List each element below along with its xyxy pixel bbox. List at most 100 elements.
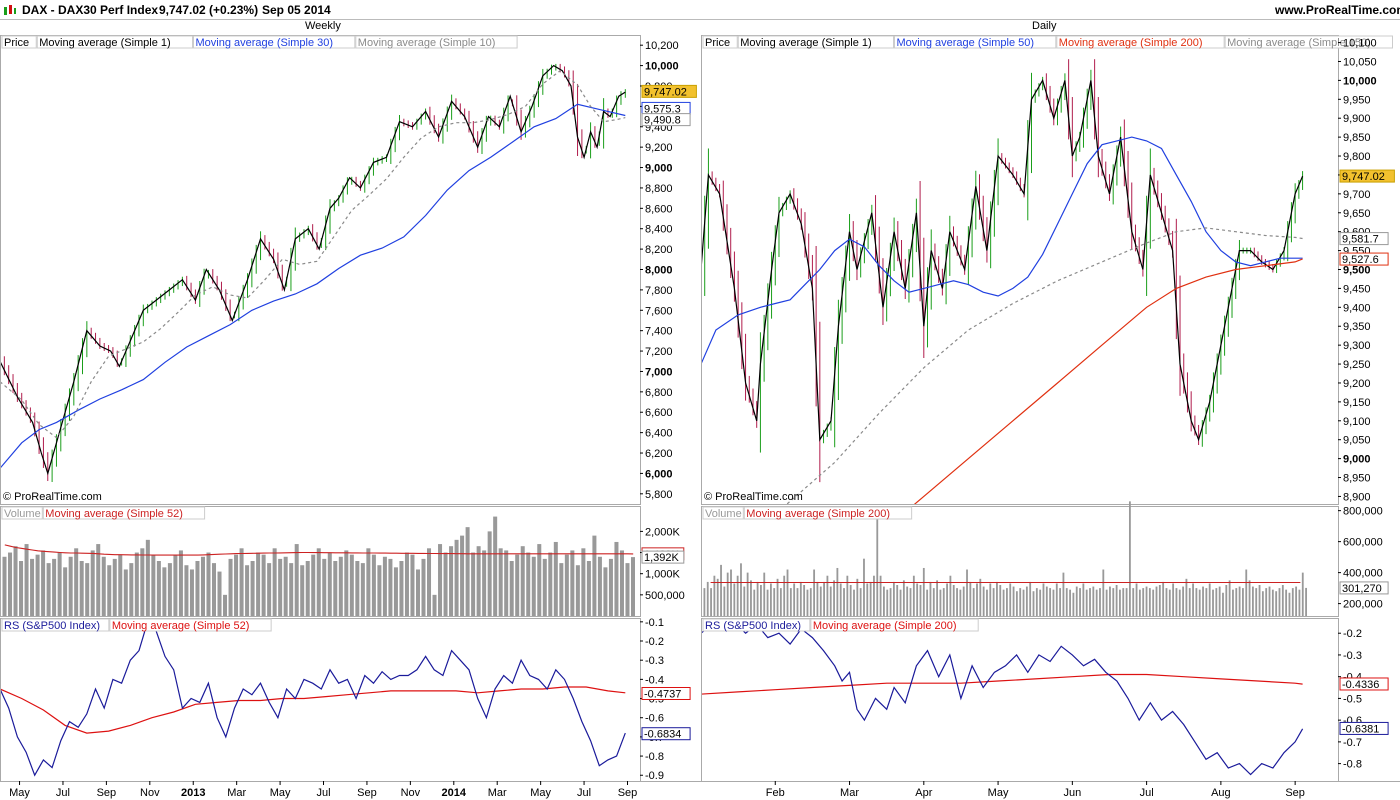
weekly-rs-ytick-label-3: -0.4 — [645, 674, 664, 686]
weekly-rs-ytick-label-5: -0.6 — [645, 713, 664, 725]
weekly-volume-bar-21 — [118, 554, 123, 616]
weekly-price-ytick-label-12: 7,800 — [645, 285, 673, 297]
daily-volume-bar-41 — [839, 583, 842, 616]
daily-volume-bar-16 — [756, 581, 759, 616]
daily-price-ytick-label-23: 8,950 — [1343, 473, 1371, 485]
daily-volume-bar-156 — [1222, 592, 1224, 616]
daily-volume-bar-168 — [1261, 591, 1264, 616]
weekly-price-legend-1: Moving average (Simple 1) — [39, 37, 170, 49]
daily-volume-bar-78 — [962, 586, 965, 616]
weekly-volume-bar-60 — [333, 561, 338, 616]
daily-volume-bar-112 — [1075, 586, 1078, 616]
weekly-volume-bar-36 — [200, 556, 205, 616]
daily-volume-bar-22 — [776, 578, 779, 616]
daily-volume-legend-box-1 — [743, 506, 913, 520]
weekly-volume-bar-5 — [30, 558, 35, 616]
daily-volume-bar-176 — [1288, 592, 1291, 616]
daily-price-ytick-label-18: 9,200 — [1343, 378, 1371, 390]
daily-volume-bar-95 — [1019, 588, 1022, 616]
daily-volume-bar-64 — [916, 583, 919, 616]
weekly-volume-bar-16 — [90, 550, 95, 616]
weekly-volume-bar-30 — [167, 563, 172, 616]
weekly-volume-bar-95 — [526, 552, 531, 616]
weekly-volume-bar-18 — [101, 556, 106, 616]
weekly-price-ytick-label-20: 6,200 — [645, 448, 673, 460]
daily-volume-bar-55 — [886, 589, 889, 616]
daily-rs-last-ma: -0.4336 — [1342, 679, 1379, 691]
daily-volume-bar-144 — [1182, 586, 1185, 616]
daily-price-legend-box-3 — [1056, 35, 1225, 49]
daily-volume-bar-148 — [1195, 588, 1198, 616]
weekly-rs-last-box — [641, 727, 691, 741]
daily-volume-bar-5 — [720, 564, 722, 616]
daily-volume-bar-24 — [783, 575, 786, 616]
daily-volume-bar-68 — [929, 581, 932, 616]
weekly-volume-bar-113 — [625, 563, 630, 616]
weekly-price-legend-0: Price — [4, 37, 29, 49]
daily-volume-bar-119 — [1099, 588, 1101, 616]
daily-volume-bar-105 — [1052, 589, 1055, 616]
weekly-volume-bar-91 — [504, 550, 509, 616]
daily-volume-bar-159 — [1232, 589, 1234, 616]
weekly-x-xtick-label-6: May — [270, 787, 291, 799]
daily-price-legend-3: Moving average (Simple 200) — [1059, 37, 1203, 49]
daily-volume-bar-50 — [869, 581, 872, 616]
weekly-volume-bar-114 — [630, 557, 635, 616]
weekly-x-xtick-label-14: Sep — [618, 787, 638, 799]
weekly-volume-bar-52 — [289, 563, 294, 616]
weekly-volume-bar-10 — [57, 552, 62, 616]
weekly-volume-bar-25 — [140, 548, 145, 616]
weekly-price-series-1 — [1, 103, 626, 469]
weekly-x-xtick-label-1: Jul — [56, 787, 70, 799]
daily-price-ytick-label-24: 8,900 — [1343, 491, 1371, 503]
weekly-price-frame — [0, 35, 641, 505]
weekly-volume-bar-1 — [8, 552, 13, 616]
daily-volume-bar-1 — [706, 581, 709, 616]
weekly-rs-last-ma-box — [641, 686, 691, 700]
daily-last-price: 9,747.02 — [1342, 171, 1385, 183]
daily-volume-bar-73 — [946, 583, 948, 616]
weekly-volume-bar-66 — [366, 548, 371, 616]
website-link[interactable]: www.ProRealTime.com — [1275, 3, 1400, 17]
daily-price-frame — [701, 35, 1339, 505]
daily-volume-bar-135 — [1152, 589, 1155, 616]
weekly-volume-bar-73 — [404, 552, 409, 616]
daily-volume-bar-146 — [1188, 588, 1191, 616]
weekly-x-xtick-label-11: Mar — [488, 787, 507, 799]
weekly-volume-bar-74 — [410, 554, 415, 616]
weekly-price-ytick-label-14: 7,400 — [645, 326, 673, 338]
weekly-price-ytick-label-17: 6,800 — [645, 387, 673, 399]
daily-price-legend-2: Moving average (Simple 50) — [897, 37, 1035, 49]
daily-rs-ma-line — [702, 673, 1303, 695]
daily-volume-bar-102 — [1042, 583, 1045, 616]
weekly-x-xtick-label-4: 2013 — [181, 787, 205, 799]
weekly-last-ma10: 9,490.8 — [644, 115, 681, 127]
daily-volume-bar-152 — [1208, 583, 1211, 616]
weekly-price-ytick-label-8: 8,600 — [645, 203, 673, 215]
daily-volume-bar-46 — [856, 578, 859, 616]
weekly-volume-bar-106 — [586, 561, 591, 616]
weekly-volume-bar-105 — [581, 548, 586, 616]
weekly-last-price: 9,747.02 — [644, 86, 687, 98]
daily-volume-bar-13 — [746, 572, 749, 616]
daily-x-xtick-label-6: Aug — [1211, 787, 1231, 799]
daily-volume-bar-79 — [966, 569, 968, 616]
weekly-x-xtick-label-8: Sep — [357, 787, 377, 799]
daily-volume-ytick-label-2: 400,000 — [1343, 568, 1383, 580]
daily-rs-last: -0.6381 — [1342, 723, 1379, 735]
daily-volume-legend-1: Moving average (Simple 200) — [746, 508, 890, 520]
weekly-volume-bar-103 — [570, 550, 575, 616]
daily-volume-bar-111 — [1072, 592, 1075, 616]
weekly-x-xtick-label-2: Sep — [97, 787, 117, 799]
weekly-volume-bar-38 — [211, 563, 217, 616]
daily-price-ytick-label-4: 9,900 — [1343, 113, 1371, 125]
weekly-price-ytick-label-18: 6,600 — [645, 407, 673, 419]
weekly-rs-legend-0: RS (S&P500 Index) — [4, 620, 100, 632]
daily-volume-bar-128 — [1128, 501, 1131, 616]
weekly-volume-bar-0 — [2, 556, 7, 616]
daily-price-legend-1: Moving average (Simple 1) — [740, 37, 871, 49]
daily-volume-bar-132 — [1142, 588, 1145, 616]
daily-volume-bar-92 — [1009, 583, 1012, 616]
weekly-rs-last: -0.6834 — [644, 729, 681, 741]
weekly-volume-bar-58 — [322, 558, 327, 616]
